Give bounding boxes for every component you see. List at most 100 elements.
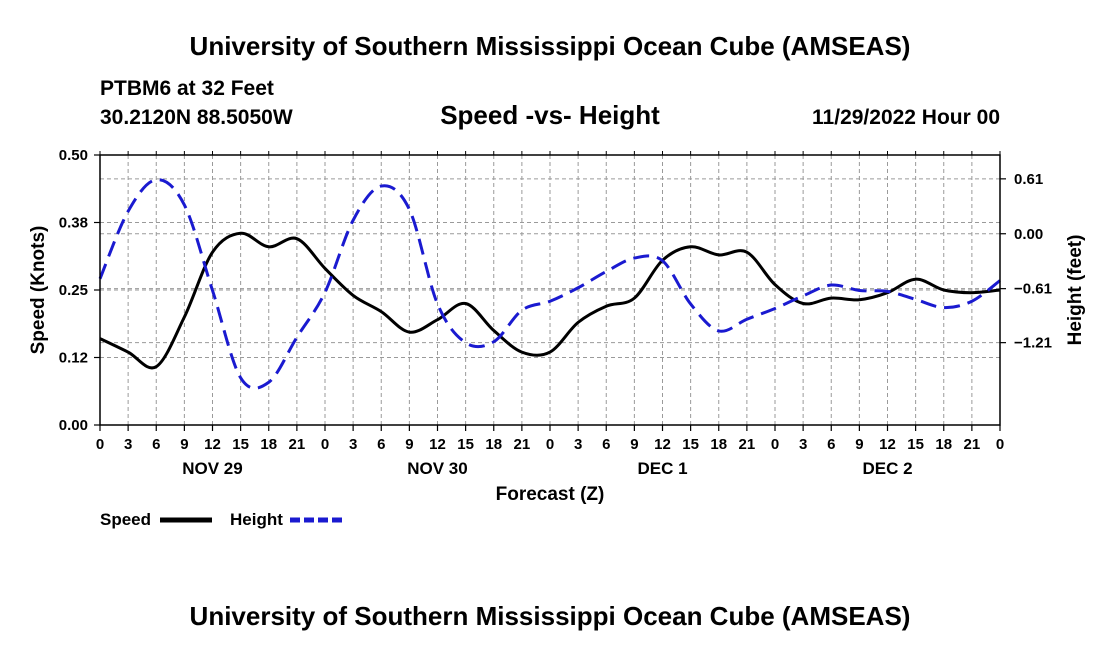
data-point-speed [689, 246, 691, 248]
x-tick-label: 12 [204, 436, 221, 453]
data-point-speed [549, 351, 551, 353]
y-axis-title-right: Height (feet) [1065, 235, 1086, 346]
x-tick-label: 18 [710, 436, 727, 453]
x-tick-label: 21 [514, 436, 531, 453]
data-point-height [661, 260, 663, 262]
data-point-speed [774, 283, 776, 285]
data-point-height [493, 341, 495, 343]
data-point-speed [155, 365, 157, 367]
x-tick-label: 21 [289, 436, 306, 453]
y-tick-label-left: 0.00 [59, 417, 88, 434]
day-label: NOV 30 [407, 459, 467, 478]
x-tick-label: 0 [321, 436, 329, 453]
x-tick-label: 12 [879, 436, 896, 453]
legend: Speed Height [100, 510, 342, 529]
data-point-height [858, 289, 860, 291]
y-tick-label-right: −1.21 [1014, 335, 1052, 352]
x-tick-label: 6 [377, 436, 385, 453]
data-point-height [268, 381, 270, 383]
x-tick-label: 3 [124, 436, 132, 453]
station-coords: 30.2120N 88.5050W [100, 106, 293, 129]
data-point-speed [943, 289, 945, 291]
data-point-speed [268, 246, 270, 248]
grid [100, 155, 1000, 425]
data-point-speed [858, 299, 860, 301]
x-tick-label: 15 [907, 436, 924, 453]
data-point-height [296, 336, 298, 338]
data-point-speed [830, 297, 832, 299]
data-point-height [183, 204, 185, 206]
x-tick-label: 0 [546, 436, 554, 453]
data-point-height [211, 289, 213, 291]
data-point-speed [605, 305, 607, 307]
x-axis-title: Forecast (Z) [496, 484, 605, 505]
series-line-speed [99, 231, 1001, 370]
x-tick-labels: 0 3 6 9 12 15 18 21 0 3 6 9 12 15 18 21 0 3 6 9 12 15 18 21 0 3 6 9… [96, 436, 1004, 453]
data-point-height [155, 179, 157, 181]
y-tick-labels-right: 0.61 0.00 −0.61 −1.21 [1014, 171, 1052, 352]
data-point-speed [127, 351, 129, 353]
x-tick-label: 21 [964, 436, 981, 453]
y-tick-label-right: 0.61 [1014, 171, 1043, 188]
x-tick-label: 18 [935, 436, 952, 453]
chart-title: Speed -vs- Height [440, 100, 660, 130]
data-point-height [436, 303, 438, 305]
data-point-height [464, 341, 466, 343]
data-point-speed [296, 238, 298, 240]
data-point-height [549, 300, 551, 302]
x-tick-label: 9 [180, 436, 188, 453]
data-point-height [971, 300, 973, 302]
x-tick-label: 0 [96, 436, 104, 453]
day-label: DEC 2 [862, 459, 912, 478]
data-point-speed [211, 251, 213, 253]
data-point-height [886, 290, 888, 292]
x-tick-label: 18 [260, 436, 277, 453]
data-point-speed [239, 232, 241, 234]
y-tick-label-right: 0.00 [1014, 226, 1043, 243]
data-point-height [802, 295, 804, 297]
y-axis-title-left: Speed (Knots) [28, 226, 49, 355]
data-point-height [352, 219, 354, 221]
data-point-speed [971, 292, 973, 294]
legend-height-label: Height [230, 510, 283, 529]
data-point-speed [493, 329, 495, 331]
data-point-speed [324, 267, 326, 269]
data-point-height [914, 298, 916, 300]
day-label: NOV 29 [182, 459, 242, 478]
data-point-height [746, 318, 748, 320]
y-tick-label-left: 0.25 [59, 282, 88, 299]
page-title: University of Southern Mississippi Ocean… [190, 31, 911, 61]
station-name: PTBM6 at 32 Feet [100, 77, 274, 100]
x-tick-label: 21 [739, 436, 756, 453]
footer-title: University of Southern Mississippi Ocean… [190, 601, 911, 631]
x-tick-label: 9 [855, 436, 863, 453]
data-point-height [324, 291, 326, 293]
x-tick-label: 12 [429, 436, 446, 453]
x-tick-label: 0 [996, 436, 1004, 453]
data-point-height [943, 306, 945, 308]
data-point-height [633, 257, 635, 259]
data-point-height [521, 309, 523, 311]
ticks [94, 151, 1006, 431]
data-point-height [239, 377, 241, 379]
x-tick-label: 15 [682, 436, 699, 453]
x-tick-label: 6 [152, 436, 160, 453]
series-line-height [98, 178, 1001, 390]
data-point-height [408, 208, 410, 210]
x-tick-label: 15 [232, 436, 249, 453]
data-point-height [689, 303, 691, 305]
data-point-speed [352, 294, 354, 296]
x-tick-label: 0 [771, 436, 779, 453]
x-tick-label: 18 [485, 436, 502, 453]
data-point-speed [802, 302, 804, 304]
x-tick-label: 3 [799, 436, 807, 453]
legend-speed-label: Speed [100, 510, 151, 529]
x-tick-label: 6 [827, 436, 835, 453]
x-tick-label: 9 [630, 436, 638, 453]
data-point-speed [718, 254, 720, 256]
data-point-speed [183, 316, 185, 318]
y-tick-labels-left: 0.00 0.12 0.25 0.38 0.50 [59, 147, 88, 434]
y-tick-label-left: 0.38 [59, 215, 88, 232]
data-point-speed [464, 302, 466, 304]
